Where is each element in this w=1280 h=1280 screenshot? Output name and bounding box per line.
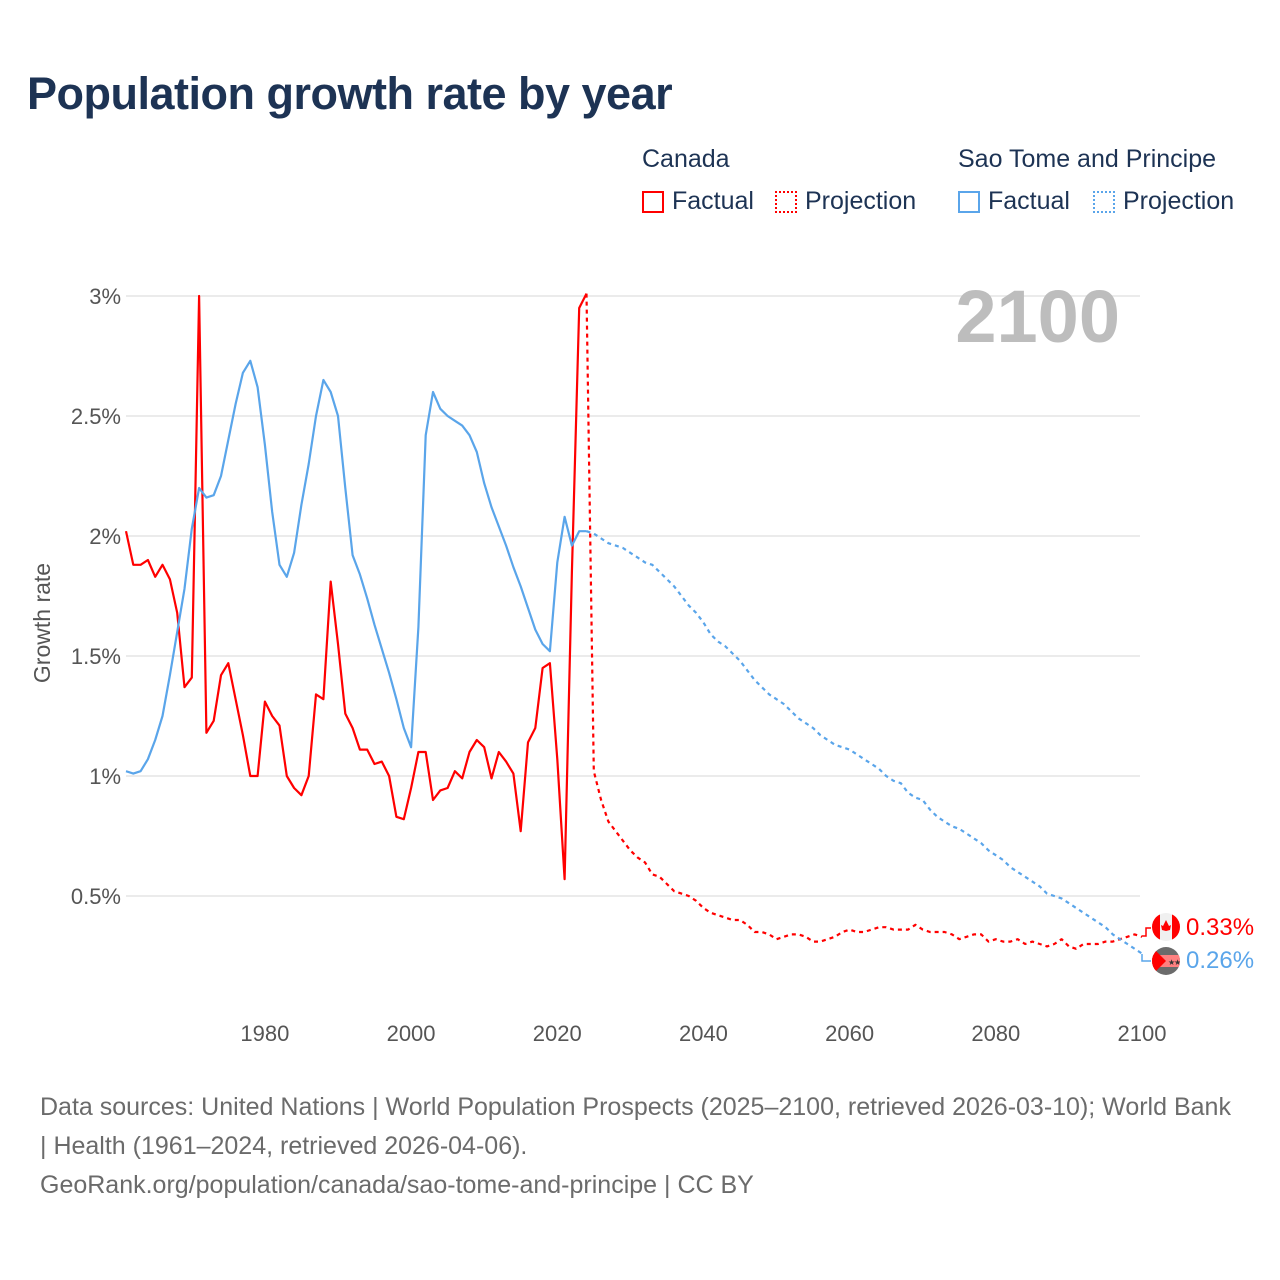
y-axis-label: Growth rate (29, 563, 55, 683)
legend-label: Projection (1123, 187, 1235, 215)
legend-item-stp-factual[interactable]: Factual (958, 187, 1070, 216)
legend-item-stp-projection[interactable]: Projection (1093, 187, 1234, 216)
y-tick-label: 2.5% (71, 404, 121, 429)
sao-tome-and-principe-factual-line (125, 359, 587, 775)
legend-group-title: Canada (642, 145, 730, 173)
solid-swatch-icon (642, 190, 664, 213)
y-tick-label: 2% (89, 524, 121, 549)
legend-item-canada-projection[interactable]: Projection (775, 187, 916, 216)
legend-label: Projection (805, 187, 917, 215)
sao-tome-and-principe-projection-line (586, 530, 1143, 955)
x-tick-label: 2080 (971, 1021, 1020, 1046)
svg-text:★: ★ (1168, 958, 1175, 967)
canada-factual-line (124, 293, 588, 881)
y-tick-label: 1% (89, 764, 121, 789)
dotted-swatch-icon (775, 190, 797, 213)
legend-item-canada-factual[interactable]: Factual (642, 187, 754, 216)
y-tick-label: 1.5% (71, 644, 121, 669)
dotted-swatch-icon (1093, 190, 1115, 213)
y-tick-label: 0.5% (71, 884, 121, 909)
sao-tome-flag-icon: ★ ★ (1152, 947, 1181, 975)
stp-end-value: 0.26% (1186, 947, 1254, 974)
x-tick-label: 2000 (387, 1021, 436, 1046)
stp-connector (1141, 954, 1151, 962)
canada-flag-icon (1152, 913, 1180, 941)
data-sources: Data sources: United Nations | World Pop… (40, 1093, 1231, 1160)
x-tick-label: 2100 (1118, 1021, 1167, 1046)
svg-text:★: ★ (1174, 958, 1181, 967)
legend-label: Factual (672, 187, 754, 215)
canada-projection-line (585, 293, 1143, 950)
canada-end-value: 0.33% (1186, 914, 1254, 941)
x-tick-label: 2060 (825, 1021, 874, 1046)
x-tick-label: 2040 (679, 1021, 728, 1046)
line-chart: 0.5% 1% 1.5% 2% 2.5% 3% 1980 2000 2020 2040 2060 20… (29, 275, 1254, 1046)
year-watermark: 2100 (955, 275, 1120, 358)
legend-label: Factual (988, 187, 1070, 215)
credit-link[interactable]: GeoRank.org/population/canada/sao-tome-a… (40, 1171, 754, 1199)
solid-swatch-icon (958, 190, 980, 213)
x-tick-label: 2020 (533, 1021, 582, 1046)
canada-connector (1142, 927, 1151, 937)
x-tick-label: 1980 (240, 1021, 289, 1046)
footer: Data sources: United Nations | World Pop… (40, 1088, 1240, 1205)
chart-title: Population growth rate by year (27, 68, 673, 119)
y-tick-label: 3% (89, 284, 121, 309)
legend-group-title: Sao Tome and Principe (958, 145, 1217, 173)
